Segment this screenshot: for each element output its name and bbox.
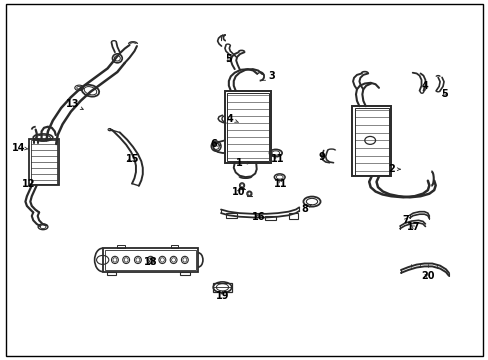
Bar — [351, 106, 390, 176]
Text: 18: 18 — [143, 257, 157, 267]
Text: 1: 1 — [236, 158, 249, 168]
Text: 4: 4 — [421, 81, 428, 91]
Bar — [117, 245, 124, 248]
Bar — [224, 91, 271, 163]
Bar — [31, 140, 57, 184]
Text: 15: 15 — [126, 154, 140, 164]
Bar — [227, 93, 268, 161]
Text: 8: 8 — [301, 204, 311, 214]
Text: 5: 5 — [441, 89, 447, 99]
Text: 5: 5 — [225, 54, 232, 64]
Text: 11: 11 — [274, 179, 287, 189]
Text: 13: 13 — [65, 99, 83, 109]
Bar — [106, 272, 116, 275]
Text: 3: 3 — [262, 71, 274, 81]
Text: 16: 16 — [252, 212, 265, 222]
Text: 11: 11 — [270, 154, 284, 164]
Text: 6: 6 — [210, 139, 220, 149]
Text: 7: 7 — [402, 215, 408, 225]
Bar — [225, 213, 236, 218]
Bar — [29, 139, 59, 185]
Bar — [212, 283, 232, 292]
Text: 4: 4 — [226, 114, 238, 124]
Bar — [264, 216, 275, 220]
Bar — [180, 272, 189, 275]
Text: 19: 19 — [215, 291, 229, 301]
Text: 12: 12 — [21, 179, 35, 189]
Bar — [105, 250, 195, 270]
Text: 9: 9 — [318, 152, 325, 162]
Bar — [102, 248, 198, 272]
Text: 17: 17 — [406, 222, 419, 232]
Text: 2: 2 — [387, 164, 400, 174]
Text: 20: 20 — [420, 271, 434, 282]
Text: 10: 10 — [231, 186, 245, 197]
Bar — [289, 213, 298, 219]
Bar — [354, 108, 388, 175]
Text: 14: 14 — [12, 143, 28, 153]
Bar — [171, 245, 178, 248]
